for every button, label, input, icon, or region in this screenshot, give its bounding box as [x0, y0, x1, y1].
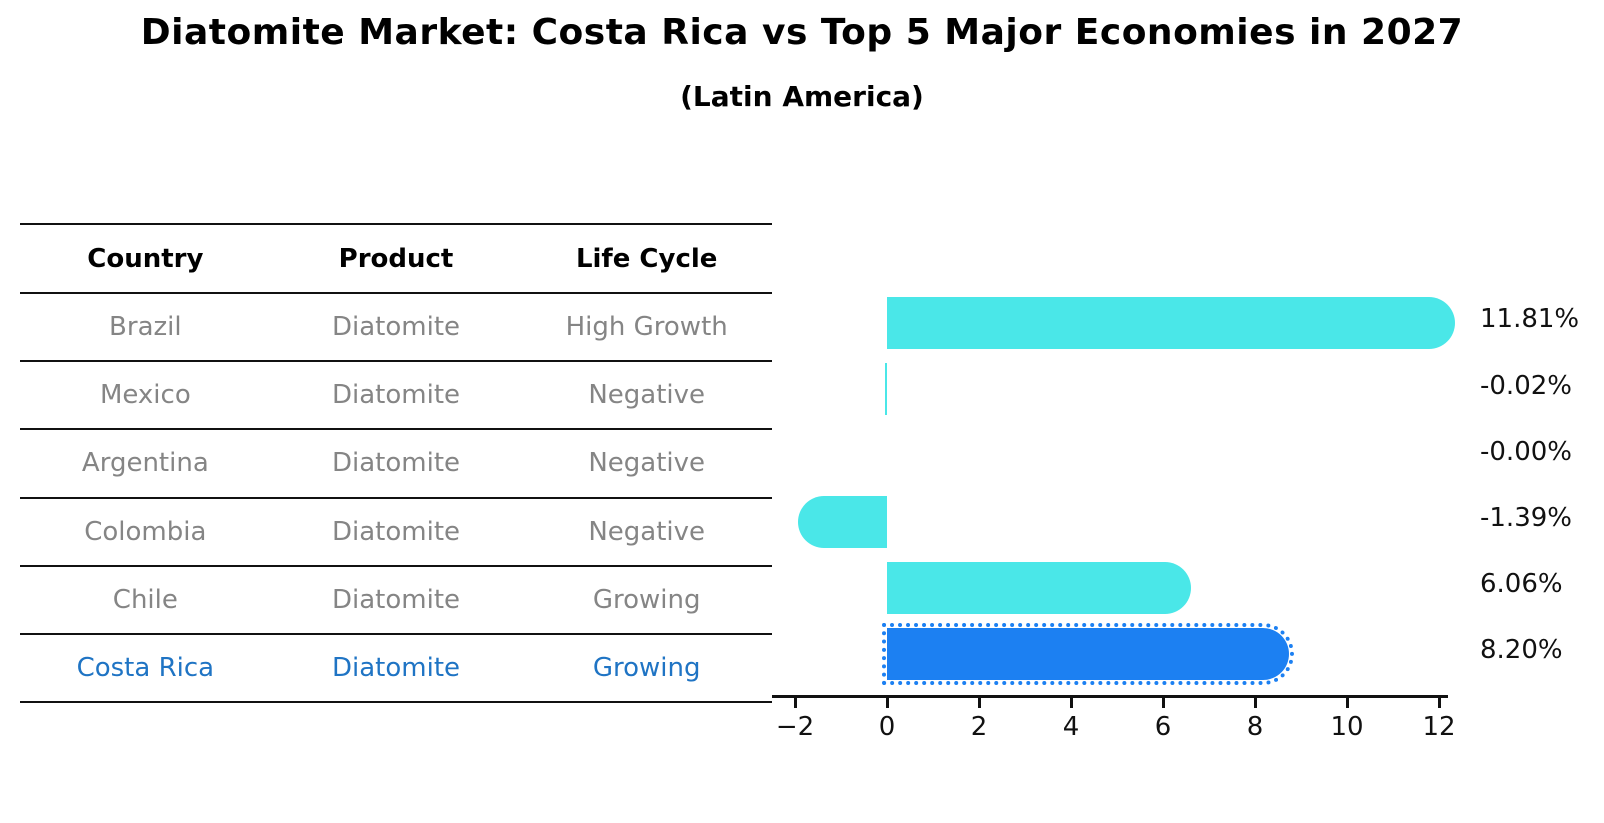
- cell-product: Diatomite: [331, 312, 461, 343]
- x-axis-tick-label: −2: [775, 712, 815, 742]
- x-axis-tick-label: 4: [1062, 712, 1080, 742]
- country-table: Country Product Life Cycle Brazil Diatom…: [20, 223, 772, 704]
- x-axis-tick: [1253, 698, 1257, 708]
- x-axis-tick: [1069, 698, 1073, 708]
- table-row-colombia: Colombia Diatomite Negative: [20, 496, 772, 565]
- cell-life-cycle: Growing: [592, 584, 701, 615]
- cell-life-cycle: High Growth: [565, 312, 728, 343]
- x-axis-tick-label: 8: [1246, 712, 1264, 742]
- column-header-country: Country: [87, 243, 204, 274]
- column-header-life-cycle: Life Cycle: [575, 243, 718, 274]
- cell-country: Chile: [112, 584, 178, 615]
- value-label-brazil: 11.81%: [1480, 304, 1580, 335]
- value-label-mexico: -0.02%: [1480, 370, 1572, 401]
- cell-product: Diatomite: [331, 516, 461, 547]
- table-row-mexico: Mexico Diatomite Negative: [20, 360, 772, 428]
- table-header-row: Country Product Life Cycle: [20, 223, 772, 292]
- cell-country: Argentina: [81, 448, 209, 479]
- x-axis-tick-label: 6: [1154, 712, 1172, 742]
- bar-chile: [887, 561, 1191, 614]
- x-axis-tick: [885, 698, 889, 708]
- cell-country: Colombia: [84, 516, 207, 547]
- x-axis-tick: [977, 698, 981, 708]
- cell-product: Diatomite: [331, 380, 461, 411]
- x-axis-tick-label: 2: [970, 712, 988, 742]
- x-axis-line: [772, 695, 1448, 698]
- table-row-argentina: Argentina Diatomite Negative: [20, 428, 772, 496]
- chart-title: Diatomite Market: Costa Rica vs Top 5 Ma…: [140, 12, 1464, 53]
- x-axis-tick: [1345, 698, 1349, 708]
- value-label-chile: 6.06%: [1480, 569, 1563, 600]
- bar-costa-rica: [881, 623, 1295, 686]
- bar-mexico: [884, 363, 887, 416]
- cell-product: Diatomite: [331, 584, 461, 615]
- value-label-colombia: -1.39%: [1480, 502, 1572, 533]
- x-axis-tick-label: 0: [878, 712, 896, 742]
- cell-product: Diatomite: [331, 653, 461, 684]
- x-axis-tick-label: 10: [1330, 712, 1364, 742]
- bar-colombia: [798, 495, 887, 548]
- cell-country: Brazil: [109, 312, 182, 343]
- cell-life-cycle: Negative: [588, 516, 706, 547]
- cell-country: Mexico: [99, 380, 191, 411]
- value-label-argentina: -0.00%: [1480, 436, 1572, 467]
- cell-product: Diatomite: [331, 448, 461, 479]
- x-axis-tick: [793, 698, 797, 708]
- cell-country: Costa Rica: [76, 653, 215, 684]
- table-row-costa-rica: Costa Rica Diatomite Growing: [20, 632, 772, 704]
- value-label-costa-rica: 8.20%: [1480, 635, 1563, 666]
- x-axis-tick-label: 12: [1422, 712, 1456, 742]
- cell-life-cycle: Growing: [592, 653, 701, 684]
- cell-life-cycle: Negative: [588, 380, 706, 411]
- cell-life-cycle: Negative: [588, 448, 706, 479]
- chart-subtitle: (Latin America): [680, 80, 924, 113]
- table-row-brazil: Brazil Diatomite High Growth: [20, 292, 772, 360]
- x-axis-tick: [1437, 698, 1441, 708]
- bar-brazil: [887, 297, 1456, 350]
- x-axis-tick: [1161, 698, 1165, 708]
- table-row-chile: Chile Diatomite Growing: [20, 564, 772, 633]
- column-header-product: Product: [338, 243, 454, 274]
